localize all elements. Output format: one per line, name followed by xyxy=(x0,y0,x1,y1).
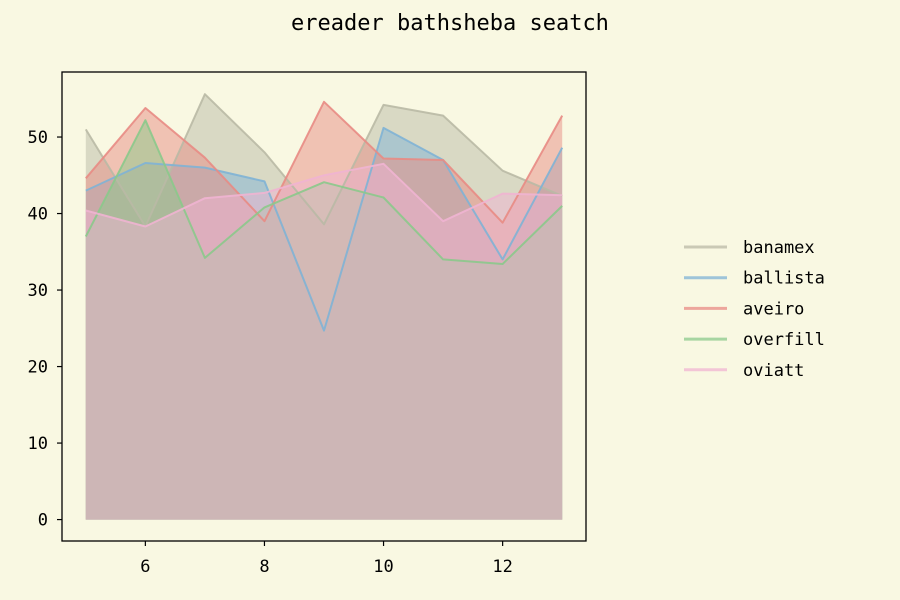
y-tick-label: 20 xyxy=(28,358,48,378)
line-oviatt xyxy=(85,162,563,228)
plot-frame xyxy=(61,71,587,542)
legend-label-oviatt: oviatt xyxy=(743,361,804,381)
chart-title: ereader bathsheba seatch xyxy=(291,11,609,36)
line-overfill xyxy=(84,119,563,265)
y-tick-label: 50 xyxy=(28,128,48,148)
line-banamex xyxy=(84,93,563,228)
x-tick-label: 8 xyxy=(259,557,269,577)
x-axis: 6 8 10 12 xyxy=(140,541,513,577)
legend: banamex ballista aveiro overfill oviatt xyxy=(684,238,825,381)
y-tick-label: 0 xyxy=(38,511,48,531)
legend-label-banamex: banamex xyxy=(743,238,815,258)
series-lines xyxy=(84,93,564,332)
legend-label-overfill: overfill xyxy=(743,330,825,350)
x-tick-label: 6 xyxy=(140,557,150,577)
area-oviatt xyxy=(85,163,563,520)
series-areas xyxy=(85,94,563,520)
legend-label-ballista: ballista xyxy=(743,269,825,289)
y-tick-label: 30 xyxy=(28,281,48,301)
x-tick-label: 12 xyxy=(492,557,512,577)
y-tick-label: 10 xyxy=(28,434,48,454)
x-tick-label: 10 xyxy=(373,557,393,577)
legend-label-aveiro: aveiro xyxy=(743,299,804,319)
y-axis: 0 10 20 30 40 50 xyxy=(28,128,62,531)
y-tick-label: 40 xyxy=(28,205,48,225)
